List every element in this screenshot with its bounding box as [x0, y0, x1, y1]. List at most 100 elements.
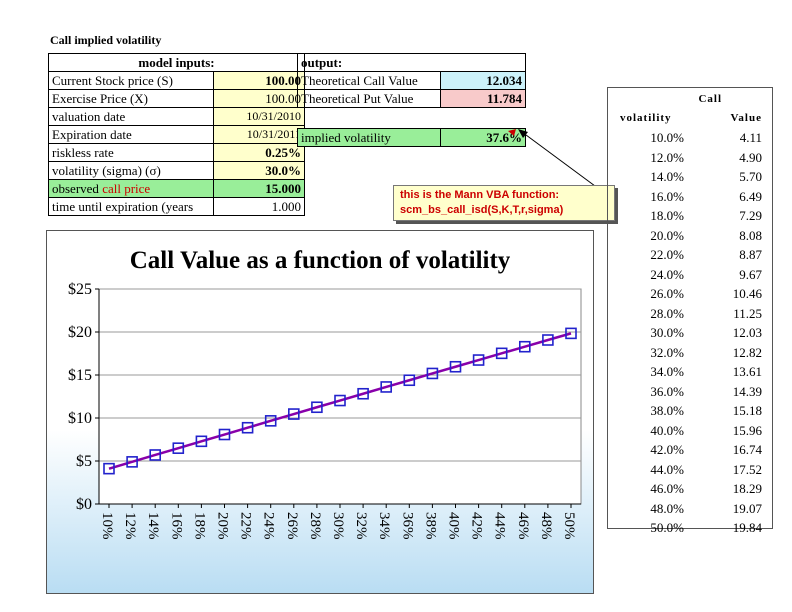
call-value-chart: Call Value as a function of volatility $0… [68, 247, 582, 540]
theoretical-put-cell[interactable]: 11.784 [440, 89, 526, 108]
call-value-cell[interactable]: 10.46 [732, 286, 762, 301]
x-tick-label: 36% [399, 512, 415, 540]
volatility-cell[interactable]: 20.0% [650, 227, 684, 243]
volatility-cell[interactable]: 38.0% [650, 403, 684, 418]
comment-line-2: scm_bs_call_isd(S,K,T,r,sigma) [400, 204, 564, 216]
volatility-cell[interactable]: 26.0% [650, 286, 684, 301]
volatility-cell[interactable]: 46.0% [650, 481, 684, 496]
volatility-cell[interactable]: 32.0% [650, 344, 684, 360]
call-value-cell[interactable]: 9.67 [739, 266, 762, 282]
y-tick-label: $5 [76, 453, 92, 470]
call-value-cell[interactable]: 7.29 [739, 208, 762, 223]
y-tick-label: $0 [76, 496, 92, 513]
call-value-cell[interactable]: 12.03 [732, 325, 762, 340]
output-header: output: [297, 53, 526, 72]
table-row: 42.0% 16.74 [608, 442, 772, 462]
call-value-cell[interactable]: 15.96 [732, 422, 762, 438]
volatility-cell[interactable]: 18.0% [650, 208, 684, 223]
call-value-cell[interactable]: 15.18 [732, 403, 762, 418]
volatility-cell[interactable]: 44.0% [650, 461, 684, 477]
volatility-cell[interactable]: 22.0% [650, 247, 684, 262]
volatility-cell[interactable]: 12.0% [650, 149, 684, 165]
output-table: output: Theoretical Call Value 12.034 Th… [297, 53, 526, 108]
data-point [357, 387, 369, 400]
valuation-date-cell[interactable]: 10/31/2010 [213, 107, 305, 126]
table-row: 34.0% 13.61 [608, 364, 772, 384]
data-point [426, 367, 439, 380]
chart-area[interactable]: Call Value as a function of volatility $0… [46, 230, 594, 594]
x-tick-label: 32% [353, 512, 369, 540]
volatility-cell[interactable]: 24.0% [650, 266, 684, 282]
data-point [195, 435, 208, 448]
data-point [403, 374, 416, 387]
inputs-header: model inputs: [48, 53, 305, 72]
call-value-cell[interactable]: 18.29 [732, 481, 762, 496]
volatility-cell[interactable]: 16.0% [650, 188, 684, 204]
x-tick-label: 48% [538, 512, 554, 540]
x-tick-label: 44% [492, 512, 508, 540]
y-tick-label: $10 [68, 410, 92, 427]
table-row: 30.0% 12.03 [608, 325, 772, 345]
table-row: 40.0% 15.96 [608, 423, 772, 443]
volatility-cell[interactable]: 34.0% [650, 364, 684, 379]
call-value-cell[interactable]: 8.08 [739, 227, 762, 243]
x-tick-label: 12% [122, 512, 138, 540]
volatility-cell[interactable]: 36.0% [650, 383, 684, 399]
volatility-cell[interactable]: 28.0% [650, 305, 684, 321]
volatility-cell[interactable]: 14.0% [650, 169, 684, 184]
call-value-cell[interactable]: 11.25 [733, 305, 762, 321]
observed-text: observed [52, 180, 103, 196]
volatility-cell[interactable]: 42.0% [650, 442, 684, 457]
call-value-cell[interactable]: 4.90 [739, 149, 762, 165]
exercise-price-cell[interactable]: 100.00 [213, 89, 305, 108]
call-value-cell[interactable]: 13.61 [732, 364, 762, 379]
exercise-price-label: Exercise Price (X) [48, 89, 214, 108]
theoretical-call-label: Theoretical Call Value [297, 71, 441, 90]
value-col-header: Value [730, 112, 762, 124]
theoretical-call-cell[interactable]: 12.034 [440, 71, 526, 90]
call-value-cell[interactable]: 5.70 [739, 169, 762, 184]
call-value-cell[interactable]: 12.82 [732, 344, 762, 360]
volatility-cell[interactable]: 48.0% [650, 500, 684, 516]
stock-price-label: Current Stock price (S) [48, 71, 214, 90]
call-value-cell[interactable]: 19.84 [732, 520, 762, 535]
implied-volatility-cell[interactable]: 37.6% [440, 128, 526, 147]
x-tick-label: 34% [376, 512, 392, 540]
x-tick-label: 16% [168, 512, 184, 540]
data-point [172, 442, 185, 454]
call-value-cell[interactable]: 6.49 [739, 188, 762, 204]
call-value-cell[interactable]: 17.52 [732, 461, 762, 477]
riskless-rate-label: riskless rate [48, 143, 214, 162]
vba-function-comment[interactable]: this is the Mann VBA function: scm_bs_ca… [393, 185, 615, 221]
call-header-top: Call [698, 93, 722, 105]
volatility-cell[interactable]: 30.0% [650, 325, 684, 340]
expiration-date-cell[interactable]: 10/31/2011 [213, 125, 305, 144]
x-tick-label: 46% [515, 512, 531, 540]
volatility-cell[interactable]: 10.0% [650, 130, 684, 145]
table-row: 18.0% 7.29 [608, 208, 772, 228]
volatility-cell[interactable]: 50.0% [650, 520, 684, 535]
volatility-cell[interactable]: 40.0% [650, 422, 684, 438]
volatility-cell[interactable]: 30.0% [213, 161, 305, 180]
data-point [241, 421, 254, 434]
call-value-cell[interactable]: 8.87 [739, 247, 762, 262]
call-value-cell[interactable]: 14.39 [732, 383, 762, 399]
table-row: 16.0% 6.49 [608, 189, 772, 209]
x-tick-label: 28% [307, 512, 323, 540]
time-until-expiration-cell[interactable]: 1.000 [213, 197, 305, 216]
y-tick-label: $15 [68, 367, 92, 384]
data-point [103, 462, 115, 475]
data-point [218, 428, 231, 441]
time-until-expiration-label: time until expiration (years [48, 197, 214, 216]
call-value-cell[interactable]: 19.07 [732, 500, 762, 516]
y-tick-label: $20 [68, 324, 92, 341]
volatility-label: volatility (sigma) (σ) [48, 161, 214, 180]
observed-call-price-cell[interactable]: 15.000 [213, 179, 305, 198]
riskless-rate-cell[interactable]: 0.25% [213, 143, 305, 162]
table-row: 14.0% 5.70 [608, 169, 772, 189]
table-row: 44.0% 17.52 [608, 462, 772, 482]
stock-price-cell[interactable]: 100.00 [213, 71, 305, 90]
call-value-cell[interactable]: 4.11 [739, 130, 762, 145]
call-value-cell[interactable]: 16.74 [732, 442, 762, 457]
plot-area [98, 288, 582, 505]
